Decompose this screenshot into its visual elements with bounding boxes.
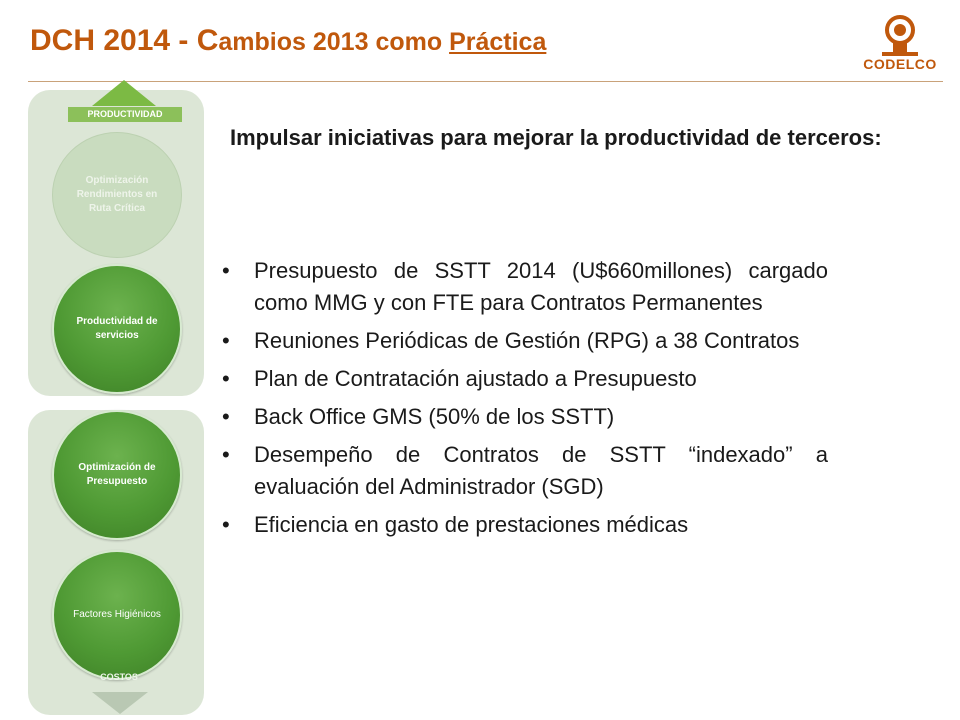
- costs-label: COSTOS: [100, 672, 138, 682]
- list-item: • Back Office GMS (50% de los SSTT): [220, 401, 828, 433]
- bullet-text: Plan de Contratación ajustado a Presupue…: [254, 366, 697, 391]
- codelco-logo: CODELCO: [852, 14, 948, 78]
- down-arrow-icon: [92, 692, 148, 714]
- list-item: • Plan de Contratación ajustado a Presupu…: [220, 363, 828, 395]
- logo-text: CODELCO: [863, 56, 937, 72]
- bullet-icon: •: [222, 404, 230, 429]
- circle-optimizacion-rendimientos: Optimización Rendimientos en Ruta Crític…: [52, 132, 182, 258]
- bullet-icon: •: [222, 442, 230, 467]
- list-item: • Presupuesto de SSTT 2014 (U$660millones…: [220, 255, 828, 319]
- header-divider: [28, 81, 943, 82]
- bullet-text: Reuniones Periódicas de Gestión (RPG) a …: [254, 328, 800, 353]
- bullet-text: Back Office GMS (50% de los SSTT): [254, 404, 615, 429]
- circle-optimizacion-presupuesto: Optimización de Presupuesto: [52, 410, 182, 540]
- bullet-text: Eficiencia en gasto de prestaciones médi…: [254, 512, 689, 537]
- title-main: DCH 2014 - C: [30, 24, 219, 57]
- circle-productividad-servicios: Productividad de servicios: [52, 264, 182, 394]
- bullet-icon: •: [222, 258, 230, 283]
- bullet-icon: •: [222, 512, 230, 537]
- intro-heading: Impulsar iniciativas para mejorar la pro…: [230, 125, 882, 150]
- bullet-text: Presupuesto de SSTT 2014 (U$660millones)…: [254, 258, 828, 315]
- bullet-icon: •: [222, 328, 230, 353]
- productivity-label: PRODUCTIVIDAD: [68, 107, 182, 122]
- bullet-icon: •: [222, 366, 230, 391]
- list-item: • Eficiencia en gasto de prestaciones méd…: [220, 509, 828, 541]
- page-title: DCH 2014 - Cambios 2013 como Práctica: [30, 24, 546, 58]
- circle-factores-higienicos: Factores Higiénicos: [52, 550, 182, 680]
- list-item: • Reuniones Periódicas de Gestión (RPG) a…: [220, 325, 828, 357]
- bullet-text: Desempeño de Contratos de SSTT “indexado…: [254, 442, 828, 499]
- title-rest: ambios 2013 como: [218, 28, 450, 56]
- bullet-list: • Presupuesto de SSTT 2014 (U$660millones…: [220, 255, 828, 547]
- up-arrow-icon: [92, 80, 156, 106]
- title-link: Práctica: [449, 28, 547, 56]
- codelco-emblem-icon: [882, 15, 918, 56]
- list-item: • Desempeño de Contratos de SSTT “indexad…: [220, 439, 828, 503]
